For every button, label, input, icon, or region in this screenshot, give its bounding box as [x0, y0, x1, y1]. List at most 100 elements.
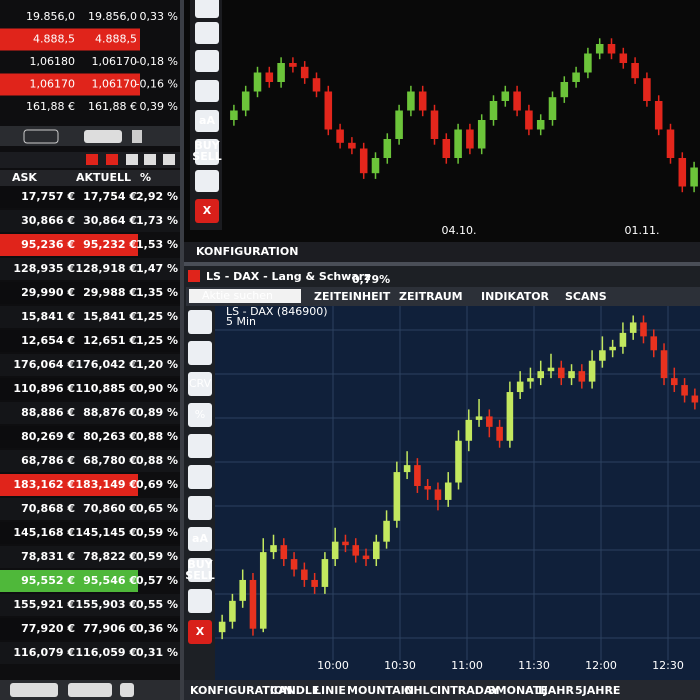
- candle-body: [418, 91, 427, 111]
- candle-body: [525, 110, 533, 130]
- label: aA: [199, 114, 215, 127]
- candle-body: [434, 489, 442, 500]
- tool-button[interactable]: [188, 403, 212, 427]
- candle-body: [352, 545, 360, 556]
- row-bg: [0, 186, 180, 208]
- footer-button[interactable]: KONFIGURATION: [190, 684, 292, 697]
- control-button[interactable]: [132, 130, 142, 143]
- control-button[interactable]: [68, 683, 112, 697]
- candle-body: [249, 579, 257, 629]
- tool-button[interactable]: [188, 496, 212, 520]
- candle-body: [568, 371, 575, 379]
- candle-body: [229, 600, 236, 622]
- tool-button[interactable]: [188, 310, 212, 334]
- row-bg: [0, 306, 180, 328]
- candle-body: [393, 472, 401, 521]
- row-highlight: [0, 570, 138, 592]
- icon[interactable]: [106, 154, 118, 165]
- control-button[interactable]: [23, 129, 59, 144]
- row-bg: [0, 330, 180, 352]
- candle-body: [300, 66, 309, 79]
- candle-body: [230, 110, 238, 120]
- quote-cell: -0,18 %: [136, 55, 178, 68]
- candle-body: [681, 385, 688, 396]
- control-button[interactable]: [120, 683, 134, 697]
- candle-body: [547, 367, 555, 372]
- icon[interactable]: [163, 154, 175, 165]
- tool-button[interactable]: [195, 110, 219, 132]
- tool-button[interactable]: [195, 199, 219, 223]
- row-bg: [0, 210, 180, 232]
- footer-button[interactable]: OHLC: [404, 684, 438, 697]
- footer-button[interactable]: 1JAHR: [536, 684, 574, 697]
- menu-item[interactable]: ZEITRAUM: [399, 290, 463, 303]
- quote-cell: 88,886 €: [21, 406, 75, 419]
- quote-cell: 110,885 €: [75, 382, 137, 395]
- quote-cell: 0,69 %: [136, 478, 178, 491]
- footer-button[interactable]: 5JAHRE: [575, 684, 620, 697]
- tool-button[interactable]: [188, 558, 212, 582]
- tool-button[interactable]: [188, 372, 212, 396]
- footer-button[interactable]: 3MONATE: [488, 684, 548, 697]
- label: X: [196, 625, 205, 638]
- quote-cell: 1,53 %: [136, 238, 178, 251]
- tool-button[interactable]: [188, 341, 212, 365]
- control-button[interactable]: [10, 683, 58, 697]
- tool-button[interactable]: [195, 22, 219, 44]
- quote-cell: 183,149 €: [75, 478, 137, 491]
- candle-body: [331, 541, 339, 560]
- quote-cell: 128,918 €: [75, 262, 137, 275]
- tool-button[interactable]: [188, 434, 212, 458]
- candle-body: [253, 72, 262, 92]
- footer-button[interactable]: INTRADAY: [437, 684, 500, 697]
- tool-button[interactable]: [188, 465, 212, 489]
- tool-button[interactable]: [195, 80, 219, 102]
- quote-cell: 30,864 €: [83, 214, 137, 227]
- candle-body: [527, 378, 534, 382]
- footer-button[interactable]: KONFIGURATION: [196, 245, 298, 258]
- quote-cell: 145,145 €: [75, 526, 137, 539]
- tool-button[interactable]: [188, 620, 212, 644]
- menu-item[interactable]: ZEITEINHEIT: [314, 290, 391, 303]
- row-bg: [0, 522, 180, 544]
- panel-icon: [188, 270, 200, 282]
- tool-button[interactable]: [195, 170, 219, 192]
- candle-body: [466, 129, 474, 149]
- footer-button[interactable]: CANDLE: [270, 684, 319, 697]
- candle-body: [650, 336, 658, 351]
- quote-cell: 176,064 €: [13, 358, 75, 371]
- icon[interactable]: [126, 154, 138, 165]
- candle-body: [666, 129, 675, 158]
- x-tick-label: 10:00: [317, 659, 349, 672]
- quote-cell: 0,36 %: [136, 622, 178, 635]
- candle-body: [239, 579, 246, 601]
- search-placeholder: Aktie suchen: [202, 289, 273, 302]
- candle-body: [454, 129, 462, 158]
- tool-button[interactable]: [195, 0, 219, 18]
- control-button[interactable]: [84, 130, 122, 143]
- candle-body: [643, 78, 651, 101]
- footer-bar: [184, 242, 700, 262]
- quote-cell: 80,269 €: [21, 430, 75, 443]
- candle-body: [311, 579, 318, 587]
- tool-button[interactable]: [188, 527, 212, 551]
- tool-button[interactable]: [188, 589, 212, 613]
- icon[interactable]: [86, 154, 98, 165]
- footer-button[interactable]: LINIE: [314, 684, 346, 697]
- icon[interactable]: [144, 154, 156, 165]
- candle-body: [324, 91, 333, 130]
- search-box[interactable]: [189, 289, 301, 303]
- menu-bar: [186, 287, 700, 306]
- footer-button[interactable]: MOUNTAIN: [347, 684, 414, 697]
- candle-body: [475, 416, 483, 420]
- row-highlight: [0, 28, 140, 51]
- row-bg: [0, 378, 180, 400]
- menu-item[interactable]: SCANS: [565, 290, 607, 303]
- candle-body: [654, 101, 663, 130]
- tool-button[interactable]: [195, 139, 219, 165]
- menu-item[interactable]: INDIKATOR: [481, 290, 550, 303]
- panel-title: LS - DAX - Lang & Schwarz: [206, 270, 371, 283]
- tool-button[interactable]: [195, 50, 219, 72]
- quote-cell: 12,654 €: [21, 334, 75, 347]
